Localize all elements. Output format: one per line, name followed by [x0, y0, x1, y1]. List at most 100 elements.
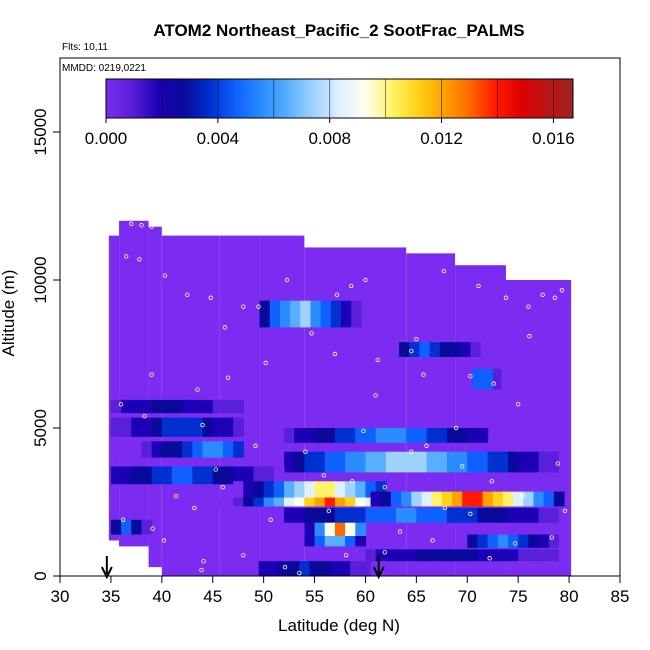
heatmap-cell — [141, 441, 153, 458]
heatmap-cell — [385, 549, 397, 562]
heatmap-cell — [409, 342, 421, 357]
heatmap-band — [259, 300, 369, 328]
heatmap-cell — [243, 481, 255, 500]
heatmap-cell — [480, 342, 492, 357]
heatmap-cell — [233, 481, 244, 500]
heatmap-cell — [365, 428, 377, 443]
track-point — [409, 348, 414, 354]
track-point — [334, 292, 340, 297]
colorbar-tick-label: 0.004 — [197, 129, 240, 148]
track-point — [192, 505, 197, 511]
heatmap-column — [148, 226, 162, 568]
track-point — [349, 283, 354, 289]
heatmap-cell — [329, 561, 341, 576]
heatmap-cell — [314, 497, 326, 507]
heatmap-cell — [385, 451, 397, 473]
y-tick-label: 10000 — [31, 256, 50, 303]
heatmap-band — [304, 536, 367, 547]
heatmap-cell — [304, 428, 316, 443]
heatmap-cell — [365, 507, 377, 523]
track-point — [199, 567, 204, 573]
heatmap-cell — [309, 561, 321, 576]
track-point — [515, 402, 521, 407]
heatmap-cell — [528, 451, 540, 473]
track-point — [540, 292, 545, 297]
heatmap-cell — [492, 368, 502, 390]
heatmap-cell — [304, 451, 316, 473]
track-point — [361, 428, 366, 434]
heatmap-cell — [345, 507, 356, 523]
track-point — [137, 257, 142, 262]
heatmap-cell — [161, 441, 173, 458]
y-axis: 0 5000 10000 15000 — [31, 108, 61, 581]
heatmap-cell — [416, 507, 428, 523]
x-tick-label: 85 — [611, 587, 630, 606]
track-point — [468, 374, 473, 379]
heatmap-cell — [365, 481, 377, 500]
heatmap-cell — [467, 428, 479, 443]
heatmap-cell — [233, 466, 244, 485]
track-point — [120, 517, 126, 522]
heatmap-cell — [436, 507, 448, 523]
track-point — [559, 288, 565, 293]
heatmap-cell — [500, 342, 504, 357]
heatmap-cell — [151, 466, 163, 485]
track-point — [468, 511, 473, 517]
heatmap-cell — [334, 536, 346, 547]
heatmap-cell — [279, 300, 291, 328]
heatmap-cell — [319, 561, 331, 576]
heatmap-cell — [121, 399, 132, 414]
heatmap-cell — [401, 491, 412, 507]
heatmap-cell — [553, 491, 565, 507]
heatmap-cell — [457, 549, 468, 562]
heatmap-cell — [324, 522, 336, 538]
heatmap-cell — [131, 417, 143, 437]
heatmap-band — [284, 451, 565, 473]
heatmap-cell — [345, 481, 356, 500]
heatmap-cell — [490, 342, 502, 357]
heatmap-cell — [477, 507, 489, 523]
heatmap-cell — [492, 491, 504, 507]
heatmap-cell — [406, 428, 417, 443]
heatmap-cell — [375, 549, 387, 562]
heatmap-cell — [345, 536, 356, 547]
heatmap-cell — [243, 497, 255, 507]
heatmap-cell — [497, 534, 509, 548]
heatmap-cell — [131, 399, 143, 414]
track-point — [161, 538, 167, 543]
heatmap-cell — [212, 417, 224, 437]
heatmap-cell — [233, 441, 244, 458]
heatmap-cell — [360, 561, 372, 576]
heatmap-cell — [370, 491, 382, 507]
heatmap-cell — [345, 497, 356, 507]
heatmap-cell — [558, 549, 570, 562]
heatmap-cell — [202, 417, 214, 437]
track-point — [503, 295, 509, 300]
heatmap-cell — [294, 507, 305, 523]
heatmap-cell — [304, 481, 316, 500]
track-point — [118, 402, 124, 407]
heatmap-cell — [508, 534, 519, 548]
x-axis-label: Latitude (deg N) — [278, 616, 400, 635]
x-tick-label: 55 — [305, 587, 324, 606]
heatmap-cell — [533, 491, 545, 507]
x-tick-label: 35 — [101, 587, 120, 606]
heatmap-cell — [467, 549, 479, 562]
y-tick-label: 5000 — [31, 409, 50, 447]
heatmap-cell — [390, 491, 402, 507]
heatmap-cell — [558, 534, 570, 548]
heatmap-cell — [310, 300, 322, 328]
track-point — [549, 535, 554, 540]
heatmap-band — [110, 519, 153, 535]
chart-title: ATOM2 Northeast_Pacific_2 SootFrac_PALMS — [153, 21, 524, 40]
heatmap-cell — [121, 519, 132, 535]
heatmap-cell — [472, 368, 484, 390]
x-tick-label: 45 — [203, 587, 222, 606]
heatmap-cell — [467, 507, 479, 523]
heatmap-cell — [457, 428, 468, 443]
track-point — [441, 268, 447, 274]
heatmap-cell — [222, 399, 234, 414]
heatmap-cell — [172, 417, 183, 437]
heatmap-cell — [263, 481, 275, 500]
x-tick-label: 30 — [51, 587, 70, 606]
